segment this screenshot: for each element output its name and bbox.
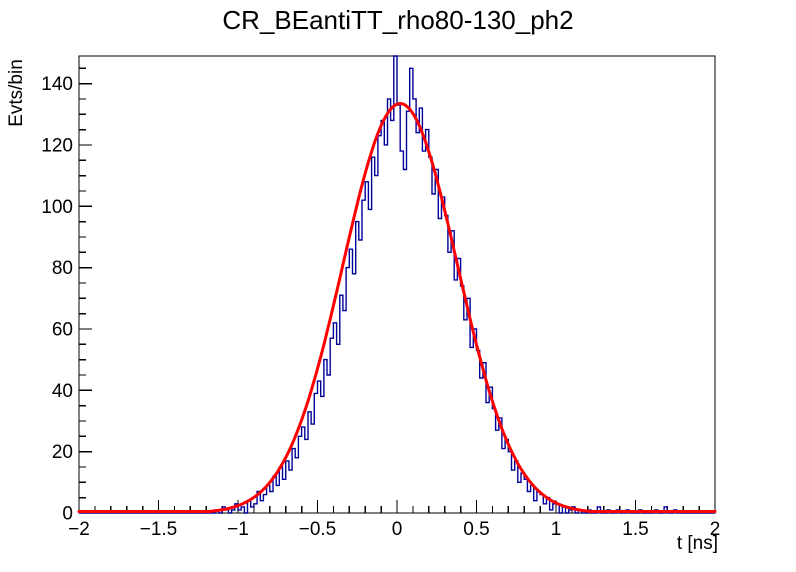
y-tick-label: 140 <box>41 74 73 95</box>
histogram-line <box>79 55 715 514</box>
x-tick-label: −2 <box>68 519 90 540</box>
x-tick-label: 2 <box>710 519 721 540</box>
x-axis-label: t [ns] <box>676 533 718 554</box>
y-tick-label: 0 <box>62 504 73 525</box>
y-tick-label: 60 <box>52 319 73 340</box>
y-tick-label: 80 <box>52 258 73 279</box>
x-tick-label: 1.5 <box>622 519 648 540</box>
x-tick-label: −1 <box>227 519 249 540</box>
y-tick-label: 40 <box>52 381 73 402</box>
x-tick-label: 0.5 <box>463 519 489 540</box>
x-tick-label: 1 <box>551 519 562 540</box>
y-axis-label: Evts/bin <box>6 59 27 127</box>
axis-ticks <box>78 67 716 514</box>
y-tick-label: 120 <box>41 135 73 156</box>
x-tick-label: −1.5 <box>140 519 178 540</box>
x-tick-label: 0 <box>392 519 403 540</box>
chart-title: CR_BEantiTT_rho80-130_ph2 <box>222 5 574 35</box>
fit-curve <box>77 102 717 513</box>
x-tick-label: −0.5 <box>299 519 337 540</box>
y-tick-label: 100 <box>41 197 73 218</box>
plot-frame <box>78 55 716 514</box>
y-tick-label: 20 <box>52 442 73 463</box>
